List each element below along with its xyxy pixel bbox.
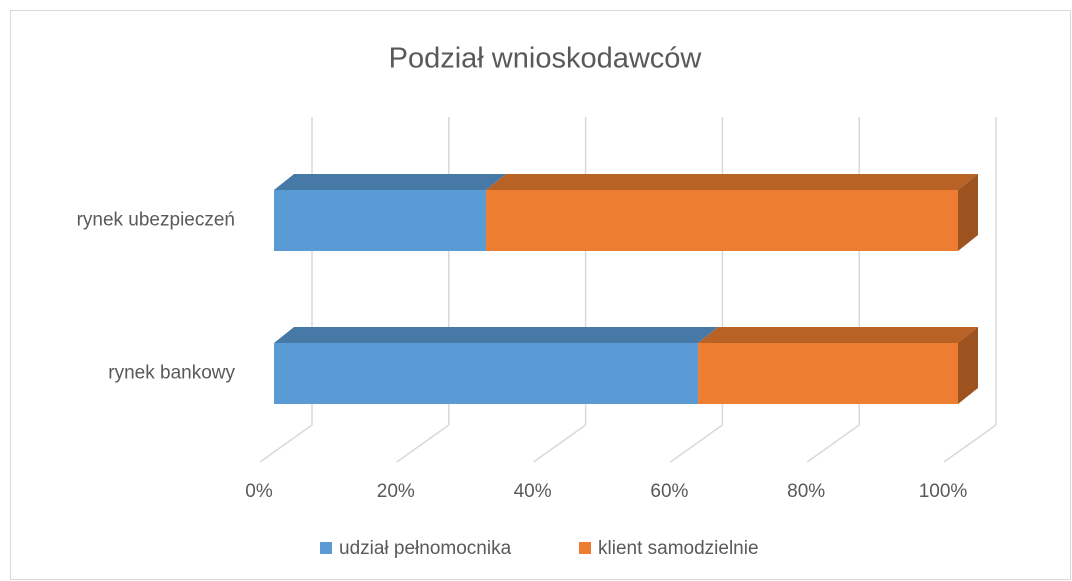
grid-floor-line — [943, 424, 997, 463]
legend-label: udział pełnomocnika — [339, 538, 512, 559]
x-tick-label: 100% — [919, 481, 968, 502]
chart-border — [10, 10, 1071, 580]
bar-side — [958, 174, 978, 251]
grid-floor-line — [806, 424, 860, 463]
legend-label: klient samodzielnie — [598, 538, 759, 559]
bar — [274, 190, 487, 251]
x-tick-label: 60% — [650, 481, 688, 502]
legend-swatch — [579, 542, 591, 554]
grid-floor-line — [533, 424, 587, 463]
bar — [274, 343, 699, 404]
legend-swatch — [320, 542, 332, 554]
y-tick-label: rynek bankowy — [108, 363, 235, 384]
bar-top — [486, 174, 978, 190]
bar-top — [698, 327, 978, 343]
chart-title: Podział wnioskodawców — [389, 43, 703, 75]
grid-floor-line — [396, 424, 450, 463]
x-tick-label: 40% — [514, 481, 552, 502]
grid-floor-line — [669, 424, 723, 463]
x-tick-label: 20% — [377, 481, 415, 502]
bar-top — [274, 327, 719, 343]
x-tick-label: 0% — [245, 481, 273, 502]
grid-floor-line — [259, 424, 313, 463]
y-tick-label: rynek ubezpieczeń — [77, 210, 235, 231]
bar-top — [274, 174, 507, 190]
x-tick-label: 80% — [787, 481, 825, 502]
bar-side — [958, 327, 978, 404]
bar — [698, 343, 958, 404]
bar — [486, 190, 958, 251]
